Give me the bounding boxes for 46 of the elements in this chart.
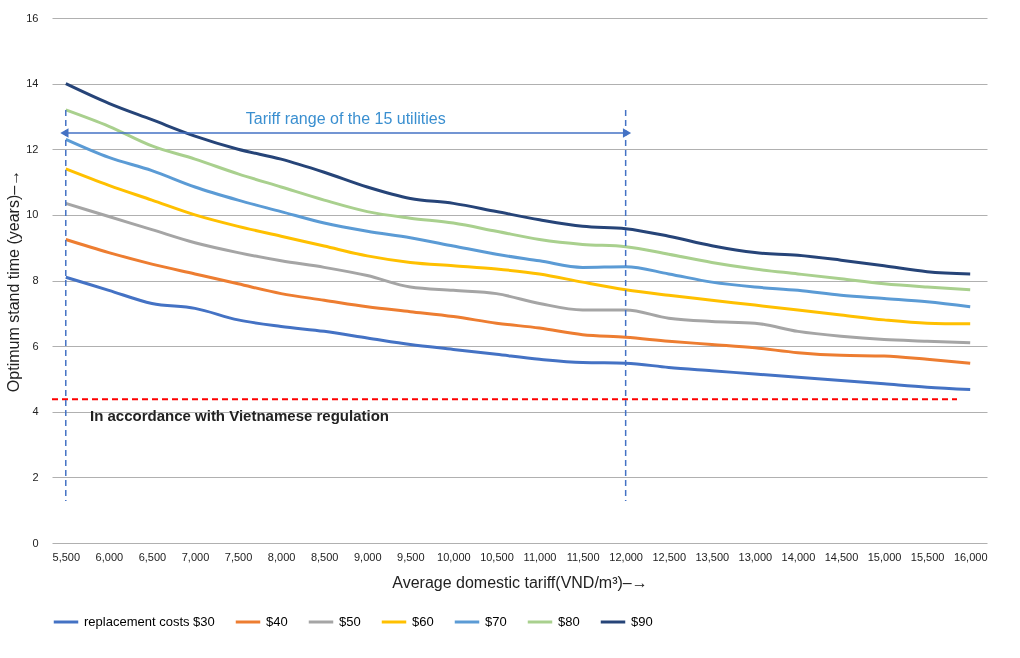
legend-label: $40 [266,614,288,629]
x-tick-label: 13,000 [738,550,773,563]
y-tick-label: 0 [32,536,39,549]
x-tick-label: 16,000 [953,550,988,563]
x-tick-label: 5,500 [52,550,81,563]
x-tick-label: 12,500 [652,550,687,563]
x-tick-label: 6,500 [138,550,167,563]
y-tick-label: 4 [32,405,39,418]
legend-label: $70 [485,614,507,629]
x-tick-label: 7,500 [224,550,253,563]
legend-label: $80 [558,614,580,629]
x-tick-label: 8,000 [267,550,296,563]
legend-label: $60 [412,614,434,629]
x-tick-label: 11,000 [523,550,557,563]
annotation: Tariff range of the 15 utilities [245,110,446,127]
x-axis-title: Average domestic tariff(VND/m³)–→ [392,573,648,591]
y-axis-title: Optimum stand time (years)–→ [5,169,23,393]
line-series [64,167,972,326]
x-tick-label: 14,000 [781,550,816,563]
x-tick-label: 14,500 [824,550,859,563]
x-tick-label: 15,500 [910,550,945,563]
x-tick-label: 11,500 [566,550,600,563]
x-tick-label: 8,500 [310,550,339,563]
line-series [64,237,972,365]
y-tick-label: 8 [32,274,39,286]
legend-label: replacement costs $30 [84,614,215,629]
x-tick-label: 9,500 [397,550,425,563]
line-series [64,82,972,276]
legend-label: $50 [339,614,361,629]
x-tick-label: 9,000 [353,550,382,563]
x-tick-label: 7,000 [181,550,210,563]
y-tick-label: 16 [26,11,39,24]
x-tick-label: 10,500 [480,550,514,563]
x-tick-label: 15,000 [867,550,902,563]
y-tick-label: 6 [32,339,39,352]
y-tick-label: 10 [26,208,39,221]
x-tick-label: 6,000 [95,550,124,563]
legend-label: $90 [631,614,653,629]
line-series [64,108,972,292]
y-tick-label: 2 [32,470,39,483]
x-tick-label: 10,000 [437,550,471,563]
ref-line-label: In accordance with Vietnamese regulation [90,407,389,425]
x-tick-label: 13,500 [695,550,730,563]
y-tick-label: 12 [26,142,39,155]
y-tick-label: 14 [26,77,39,90]
x-tick-label: 12,000 [609,550,643,563]
